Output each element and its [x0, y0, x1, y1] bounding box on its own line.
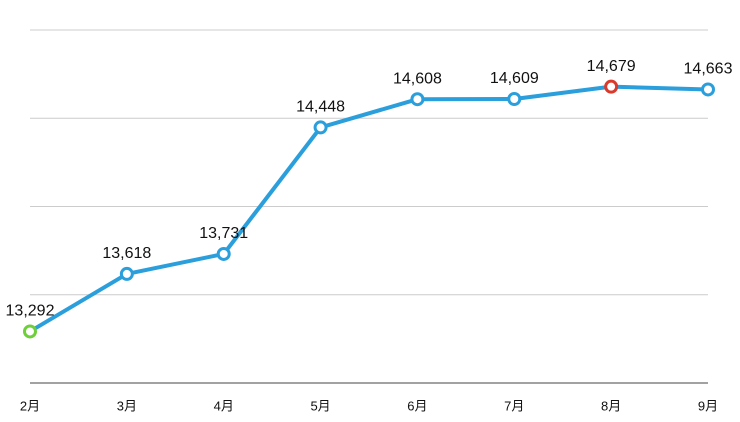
point	[313, 120, 328, 135]
value-label: 13,292	[6, 303, 55, 320]
value-label: 14,609	[490, 70, 539, 87]
value-label: 14,663	[684, 61, 733, 78]
x-tick-label: 2月	[20, 398, 40, 413]
x-tick-label: 7月	[504, 398, 524, 413]
value-label: 13,618	[102, 245, 151, 262]
point	[701, 82, 715, 97]
point	[507, 92, 522, 107]
value-label: 14,448	[296, 99, 345, 116]
x-tick-label: 8月	[601, 398, 621, 413]
value-label: 13,731	[199, 225, 248, 242]
point	[119, 266, 134, 281]
x-tick-label: 3月	[117, 398, 137, 413]
value-label: 14,679	[587, 58, 636, 75]
line	[28, 84, 709, 334]
point	[216, 246, 231, 261]
x-tick-label: 4月	[214, 398, 234, 413]
x-tick-label: 5月	[310, 398, 330, 413]
point	[23, 324, 37, 339]
x-tick-label: 6月	[407, 398, 427, 413]
point	[410, 92, 425, 107]
value-label: 14,608	[393, 70, 442, 87]
x-tick-label: 9月	[698, 398, 718, 413]
point	[604, 79, 619, 94]
